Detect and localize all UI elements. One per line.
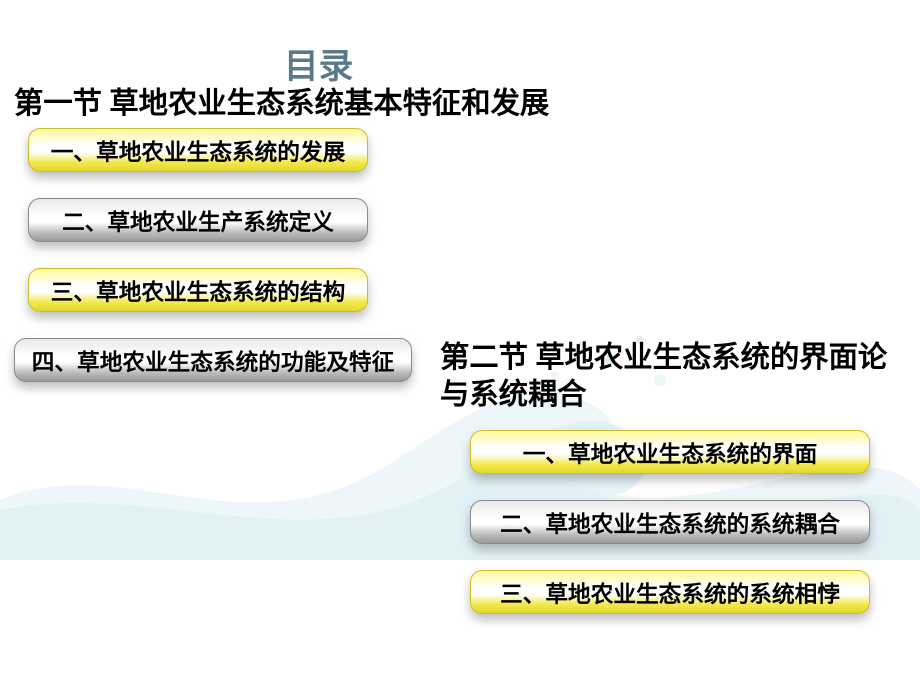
section2-heading-line1: 第二节 草地农业生态系统的界面论 [440, 342, 887, 374]
section2-item-2[interactable]: 二、草地农业生态系统的系统耦合 [470, 500, 870, 544]
section2-heading-line2: 与系统耦合 [440, 379, 587, 411]
section1-heading: 第一节 草地农业生态系统基本特征和发展 [14, 80, 549, 122]
section2-heading: 第二节 草地农业生态系统的界面论 与系统耦合 [440, 340, 887, 413]
section2-item-1[interactable]: 一、草地农业生态系统的界面 [470, 430, 870, 474]
slide: 目录 第一节 草地农业生态系统基本特征和发展 一、草地农业生态系统的发展 二、草… [0, 0, 920, 690]
section2-item-3-label: 三、草地农业生态系统的系统相悖 [500, 576, 840, 609]
section1-item-2-label: 二、草地农业生产系统定义 [62, 204, 334, 237]
section1-item-2[interactable]: 二、草地农业生产系统定义 [28, 198, 368, 242]
section1-item-1-label: 一、草地农业生态系统的发展 [51, 134, 346, 167]
section2-item-2-label: 二、草地农业生态系统的系统耦合 [500, 506, 840, 539]
section1-item-1[interactable]: 一、草地农业生态系统的发展 [28, 128, 368, 172]
section2-item-1-label: 一、草地农业生态系统的界面 [523, 436, 818, 469]
section2-item-3[interactable]: 三、草地农业生态系统的系统相悖 [470, 570, 870, 614]
section1-item-3-label: 三、草地农业生态系统的结构 [51, 274, 346, 307]
section1-item-3[interactable]: 三、草地农业生态系统的结构 [28, 268, 368, 312]
section1-item-4[interactable]: 四、草地农业生态系统的功能及特征 [14, 338, 412, 382]
section1-item-4-label: 四、草地农业生态系统的功能及特征 [32, 344, 395, 377]
